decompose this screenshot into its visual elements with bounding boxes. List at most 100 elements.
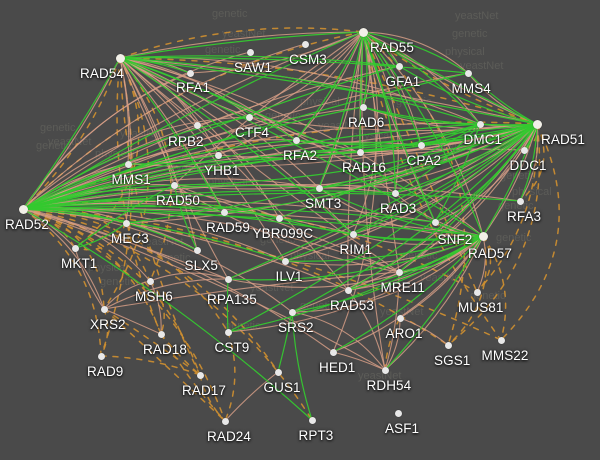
edge-link bbox=[248, 116, 538, 132]
graph-node-sgs1[interactable] bbox=[444, 341, 452, 349]
graph-node-ddc1[interactable] bbox=[520, 146, 528, 154]
graph-node-cpa2[interactable] bbox=[417, 141, 425, 149]
node-label-sgs1: SGS1 bbox=[434, 353, 471, 368]
graph-node-slx5[interactable] bbox=[193, 246, 201, 254]
edge-genetic bbox=[476, 123, 539, 293]
edge-genetic bbox=[384, 317, 401, 371]
edge-genetic bbox=[149, 280, 165, 335]
edge-link bbox=[227, 123, 538, 280]
node-label-ybr099c: YBR099C bbox=[252, 226, 314, 241]
edge-link bbox=[22, 199, 280, 219]
node-label-saw1: SAW1 bbox=[234, 60, 273, 75]
edge-link bbox=[119, 57, 484, 237]
graph-node-rad54[interactable] bbox=[115, 53, 125, 63]
edge-link bbox=[173, 184, 198, 251]
edge-link bbox=[22, 43, 306, 210]
edge-genetic bbox=[362, 31, 538, 125]
graph-node-rad6[interactable] bbox=[359, 103, 367, 111]
graph-node-rpt3[interactable] bbox=[308, 416, 316, 424]
graph-node-hed1[interactable] bbox=[329, 348, 337, 356]
edge-genetic bbox=[362, 31, 502, 341]
graph-node-rad57[interactable] bbox=[431, 218, 439, 226]
node-label-cst9: CST9 bbox=[214, 340, 250, 355]
graph-node-rad51[interactable] bbox=[532, 119, 542, 129]
graph-node-rad9[interactable] bbox=[97, 352, 105, 360]
graph-node-cst9[interactable] bbox=[224, 328, 232, 336]
edge-genetic bbox=[22, 208, 229, 333]
graph-node-rdh54[interactable] bbox=[381, 366, 389, 374]
graph-node-rad53[interactable] bbox=[344, 286, 352, 294]
node-label-mre11: MRE11 bbox=[380, 280, 426, 295]
edge-link bbox=[362, 31, 469, 74]
edge-link bbox=[227, 123, 538, 333]
graph-node-mms22[interactable] bbox=[497, 336, 505, 344]
edge-link bbox=[394, 123, 538, 194]
node-label-rfa2: RFA2 bbox=[283, 148, 318, 163]
graph-node-saw1[interactable] bbox=[246, 48, 254, 56]
graph-node-mkt1[interactable] bbox=[71, 244, 79, 252]
edge-link bbox=[103, 271, 400, 310]
graph-node-ybr099c[interactable] bbox=[275, 214, 283, 222]
graph-node-csm3[interactable] bbox=[301, 40, 309, 48]
edge-link bbox=[119, 57, 297, 141]
graph-node-ilv1[interactable] bbox=[281, 257, 289, 265]
node-label-rpt3: RPT3 bbox=[298, 428, 334, 443]
edge-link bbox=[22, 184, 175, 210]
graph-node-snf2[interactable] bbox=[478, 231, 488, 241]
graph-node-rim1[interactable] bbox=[349, 230, 357, 238]
graph-node-rpa135[interactable] bbox=[224, 275, 232, 283]
graph-node-msh6[interactable] bbox=[146, 277, 154, 285]
graph-node-rad55[interactable] bbox=[358, 27, 368, 37]
edge-link bbox=[482, 123, 538, 237]
node-label-gfa1: GFA1 bbox=[385, 74, 421, 89]
graph-node-mms4[interactable] bbox=[464, 69, 472, 77]
graph-node-rad24[interactable] bbox=[221, 417, 229, 425]
graph-node-rfa2[interactable] bbox=[292, 136, 300, 144]
edge-link bbox=[149, 272, 229, 282]
graph-node-rad52[interactable] bbox=[18, 204, 28, 214]
node-label-xrs2: XRS2 bbox=[90, 317, 126, 332]
node-label-snf2: SNF2 bbox=[437, 232, 473, 247]
graph-node-rad59[interactable] bbox=[220, 208, 228, 216]
graph-node-mms1[interactable] bbox=[124, 160, 132, 168]
graph-node-smt3[interactable] bbox=[315, 184, 323, 192]
graph-node-mec3[interactable] bbox=[122, 219, 130, 227]
graph-node-mre11[interactable] bbox=[395, 268, 403, 276]
edge-link bbox=[119, 57, 481, 125]
graph-node-rfa3[interactable] bbox=[516, 197, 524, 205]
graph-node-gfa1[interactable] bbox=[395, 62, 403, 70]
graph-node-srs2[interactable] bbox=[288, 308, 296, 316]
graph-node-rad3[interactable] bbox=[391, 189, 399, 197]
graph-node-asf1[interactable] bbox=[394, 409, 402, 417]
node-label-rad57: RAD57 bbox=[468, 246, 513, 261]
edge-link bbox=[291, 235, 484, 313]
graph-node-mus81[interactable] bbox=[473, 288, 481, 296]
edge-link bbox=[22, 106, 364, 210]
graph-node-rad50[interactable] bbox=[170, 181, 178, 189]
edge-link bbox=[22, 208, 484, 237]
graph-node-rad16[interactable] bbox=[356, 148, 364, 156]
edge-link bbox=[173, 31, 364, 186]
edge-link bbox=[217, 31, 364, 156]
graph-node-yhb1[interactable] bbox=[214, 151, 222, 159]
graph-node-dmc1[interactable] bbox=[476, 120, 484, 128]
graph-node-ctf4[interactable] bbox=[245, 113, 253, 121]
graph-node-gus1[interactable] bbox=[274, 368, 282, 376]
graph-node-xrs2[interactable] bbox=[100, 305, 108, 313]
node-label-rim1: RIM1 bbox=[339, 242, 373, 257]
graph-node-rpb2[interactable] bbox=[193, 121, 201, 129]
graph-node-rad17[interactable] bbox=[196, 371, 204, 379]
node-label-gus1: GUS1 bbox=[263, 380, 301, 395]
edge-link bbox=[347, 123, 538, 291]
graph-node-rfa1[interactable] bbox=[186, 69, 194, 77]
edge-genetic bbox=[116, 57, 162, 335]
edge-link bbox=[362, 31, 396, 194]
edge-genetic bbox=[22, 208, 76, 249]
edge-link bbox=[284, 235, 484, 262]
graph-node-aro1[interactable] bbox=[396, 314, 404, 322]
edge-link bbox=[119, 55, 400, 67]
edge-link bbox=[318, 187, 484, 237]
edge-link bbox=[227, 235, 484, 281]
graph-node-rad18[interactable] bbox=[157, 330, 165, 338]
